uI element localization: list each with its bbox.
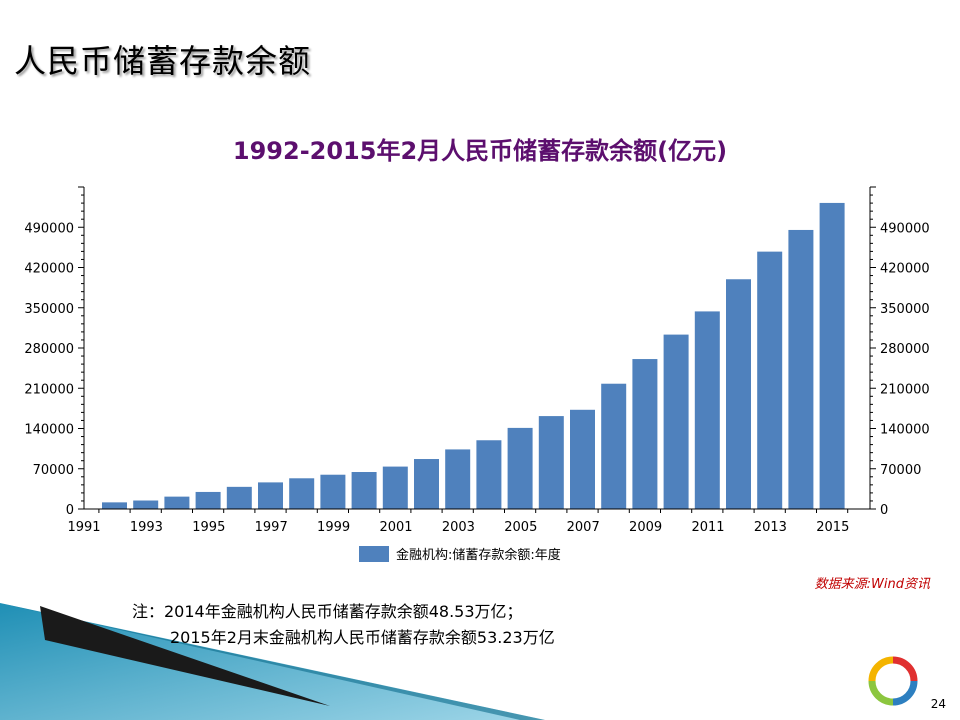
x-tick-label: 2009	[629, 520, 662, 535]
bar-2005	[507, 427, 533, 509]
left-y-tick-label: 350000	[24, 302, 74, 317]
x-tick-label: 1993	[130, 520, 163, 535]
legend-swatch	[359, 546, 389, 562]
bar-1993	[133, 500, 159, 509]
bar-2006	[538, 416, 564, 509]
legend-label: 金融机构:储蓄存款余额:年度	[396, 547, 561, 563]
bar-2012	[726, 279, 751, 509]
left-y-tick-label: 420000	[24, 262, 74, 277]
right-y-tick-label: 420000	[880, 262, 930, 277]
note-line-1: 注：2014年金融机构人民币储蓄存款余额48.53万亿；	[132, 602, 523, 621]
x-tick-label: 2011	[691, 520, 724, 535]
x-tick-label: 2013	[754, 520, 787, 535]
x-tick-label: 2015	[816, 520, 849, 535]
x-tick-label: 2003	[442, 520, 475, 535]
bar-2001	[382, 466, 408, 509]
x-tick-label: 2005	[504, 520, 537, 535]
x-tick-label: 2001	[379, 520, 412, 535]
bar-1999	[320, 474, 346, 509]
right-y-tick-label: 490000	[880, 221, 930, 236]
right-y-tick-label: 140000	[880, 423, 930, 438]
x-tick-label: 1991	[67, 520, 100, 535]
bar-1994	[164, 496, 190, 509]
left-y-tick-label: 0	[66, 503, 74, 518]
x-tick-label: 1995	[192, 520, 225, 535]
right-y-tick-label: 0	[880, 503, 888, 518]
left-y-tick-label: 280000	[24, 342, 74, 357]
x-tick-label: 1997	[255, 520, 288, 535]
page-number: 24	[930, 697, 946, 711]
bar-2015	[819, 202, 845, 510]
bar-2014	[788, 229, 814, 509]
bar-2002	[414, 459, 439, 509]
bar-2010	[663, 334, 689, 509]
bar-2007	[570, 409, 595, 509]
left-y-tick-label: 70000	[33, 463, 74, 478]
note-line-2: 2015年2月末金融机构人民币储蓄存款余额53.23万亿	[170, 628, 555, 647]
bar-1997	[258, 482, 283, 509]
left-y-tick-label: 140000	[24, 423, 74, 438]
bar-2009	[632, 359, 658, 509]
bar-1998	[289, 478, 315, 509]
bar-1995	[195, 491, 221, 509]
right-y-tick-label: 70000	[880, 463, 921, 478]
x-tick-label: 2007	[567, 520, 600, 535]
slide-title: 人民币储蓄存款余额	[14, 42, 312, 80]
bar-2000	[351, 472, 377, 509]
bar-2013	[757, 251, 783, 509]
right-y-tick-label: 210000	[880, 382, 930, 397]
x-tick-label: 1999	[317, 520, 350, 535]
bar-2003	[445, 449, 471, 509]
bar-1992	[102, 502, 127, 509]
company-logo	[868, 656, 918, 706]
bar-1996	[226, 486, 252, 509]
right-y-tick-label: 350000	[880, 302, 930, 317]
bar-2004	[476, 440, 502, 509]
data-source: 数据来源:Wind资讯	[814, 577, 930, 592]
left-y-tick-label: 210000	[24, 382, 74, 397]
left-y-tick-label: 490000	[24, 221, 74, 236]
bar-2011	[694, 311, 720, 509]
right-y-tick-label: 280000	[880, 342, 930, 357]
bar-2008	[601, 383, 627, 509]
chart-title: 1992-2015年2月人民币储蓄存款余额(亿元)	[232, 137, 728, 165]
